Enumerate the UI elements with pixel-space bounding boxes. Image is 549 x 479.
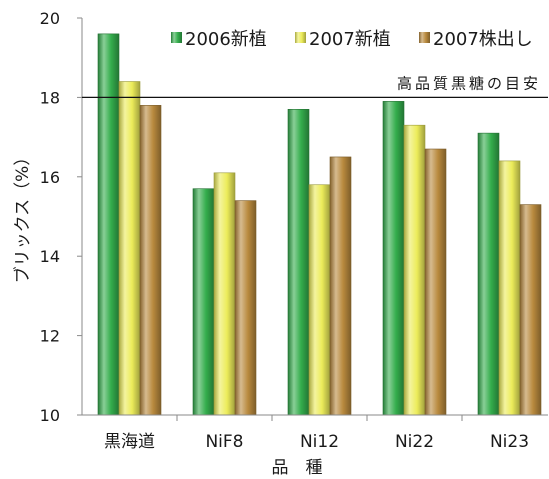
- y-tick-label: 12: [40, 327, 60, 346]
- bar-series1-cat3: [287, 109, 310, 416]
- legend: 2006新植 2007新植 2007株出し: [171, 29, 533, 50]
- x-tick-label: 黒海道: [104, 432, 155, 452]
- reference-line-label: 高品質黒糖の目安: [397, 74, 541, 92]
- x-tick-label: Ni22: [395, 432, 434, 452]
- x-axis-title: 品 種: [272, 458, 323, 478]
- legend-swatch-series3: [419, 32, 430, 43]
- y-tick-label: 18: [40, 88, 60, 107]
- legend-label-series1: 2006新植: [185, 29, 267, 50]
- bar-series1-cat5: [477, 132, 500, 416]
- bar-series1-cat1: [97, 33, 120, 416]
- bar-series1-cat2: [192, 188, 215, 416]
- bar-series3-cat5: [519, 204, 542, 416]
- x-tick-label: Ni23: [490, 432, 529, 452]
- bar-series2-cat3: [308, 184, 331, 416]
- x-tick-label: NiF8: [205, 432, 243, 452]
- y-tick-label: 16: [40, 168, 60, 187]
- bars-group: [97, 33, 542, 416]
- bar-series2-cat2: [213, 172, 236, 416]
- bar-series2-cat5: [498, 160, 521, 416]
- bar-series1-cat4: [382, 101, 405, 416]
- x-tick-label: Ni12: [300, 432, 339, 452]
- legend-label-series3: 2007株出し: [433, 29, 533, 50]
- bar-series3-cat1: [139, 105, 162, 416]
- legend-swatch-series1: [171, 32, 182, 43]
- y-tick-label: 10: [40, 406, 60, 425]
- axes-group: 10 12 14 16 18 20 黒海道 NiF8 Ni12 Ni22 Ni23: [40, 9, 548, 452]
- y-tick-label: 14: [40, 247, 60, 266]
- bar-series2-cat4: [403, 124, 426, 416]
- bar-series2-cat1: [118, 81, 141, 416]
- bar-series3-cat3: [329, 156, 352, 416]
- bar-series3-cat4: [424, 148, 447, 416]
- legend-label-series2: 2007新植: [309, 29, 391, 50]
- y-axis-title: ブリックス（%）: [12, 149, 33, 284]
- legend-swatch-series2: [295, 32, 306, 43]
- y-tick-label: 20: [40, 9, 60, 28]
- bar-series3-cat2: [234, 200, 257, 416]
